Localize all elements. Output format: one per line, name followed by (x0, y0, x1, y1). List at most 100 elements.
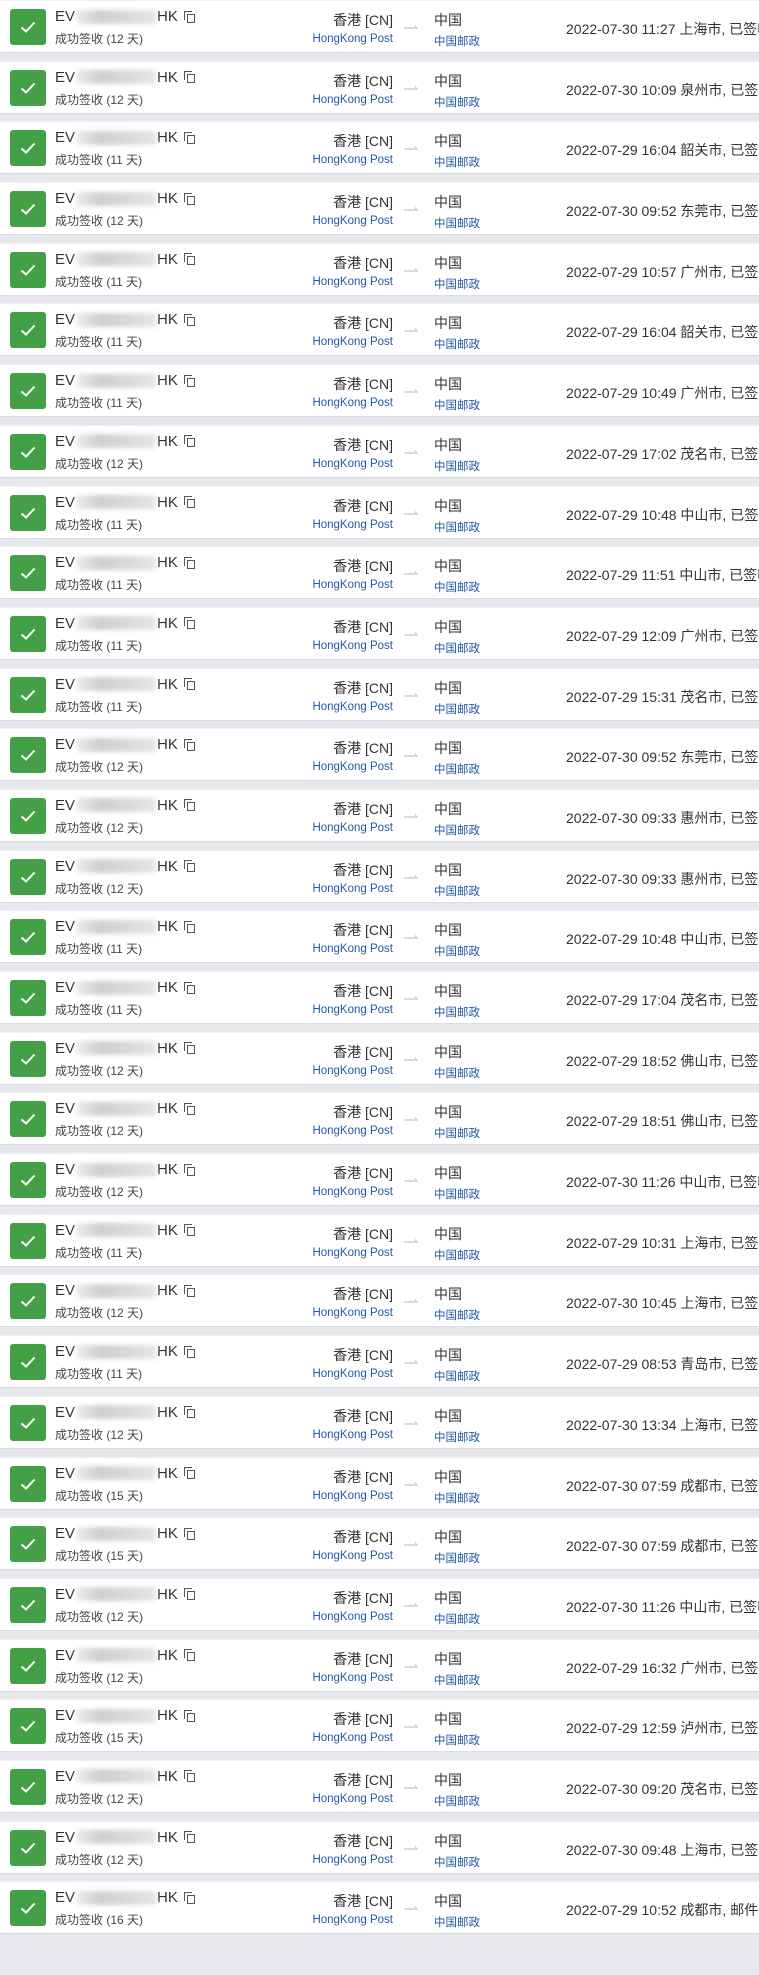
copy-icon[interactable] (183, 1649, 195, 1662)
shipment-row[interactable]: EV HK 成功签收 (12 天) 香港 [CN] HongKong Post … (0, 1759, 759, 1813)
copy-icon[interactable] (183, 981, 195, 994)
tracking-number[interactable]: EV HK (55, 494, 195, 511)
copy-icon[interactable] (183, 374, 195, 387)
copy-icon[interactable] (183, 1527, 195, 1540)
tracking-number[interactable]: EV HK (55, 1465, 195, 1482)
copy-icon[interactable] (183, 617, 195, 630)
shipment-row[interactable]: EV HK 成功签收 (11 天) 香港 [CN] HongKong Post … (0, 606, 759, 660)
destination-carrier-link[interactable]: 中国邮政 (434, 36, 480, 48)
shipment-row[interactable]: EV HK 成功签收 (12 天) 香港 [CN] HongKong Post … (0, 182, 759, 236)
shipment-row[interactable]: EV HK 成功签收 (11 天) 香港 [CN] HongKong Post … (0, 121, 759, 175)
copy-icon[interactable] (183, 1588, 195, 1601)
shipment-row[interactable]: EV HK 成功签收 (12 天) 香港 [CN] HongKong Post … (0, 1092, 759, 1146)
shipment-row[interactable]: EV HK 成功签收 (15 天) 香港 [CN] HongKong Post … (0, 1456, 759, 1510)
origin-carrier-link[interactable]: HongKong Post (312, 1064, 393, 1077)
origin-carrier-link[interactable]: HongKong Post (312, 882, 393, 895)
origin-carrier-link[interactable]: HongKong Post (312, 1732, 393, 1745)
destination-carrier-link[interactable]: 中国邮政 (434, 1735, 480, 1748)
tracking-number[interactable]: EV HK (55, 251, 195, 268)
tracking-number[interactable]: EV HK (55, 1889, 195, 1906)
tracking-number[interactable]: EV HK (55, 311, 195, 328)
copy-icon[interactable] (183, 799, 195, 812)
destination-carrier-link[interactable]: 中国邮政 (434, 1431, 480, 1444)
copy-icon[interactable] (183, 1831, 195, 1844)
copy-icon[interactable] (183, 1042, 195, 1055)
tracking-number[interactable]: EV HK (55, 676, 195, 693)
copy-icon[interactable] (183, 10, 195, 23)
copy-icon[interactable] (183, 131, 195, 144)
copy-icon[interactable] (183, 1102, 195, 1115)
origin-carrier-link[interactable]: HongKong Post (312, 1186, 393, 1199)
tracking-number[interactable]: EV HK (55, 1829, 195, 1846)
shipment-row[interactable]: EV HK 成功签收 (11 天) 香港 [CN] HongKong Post … (0, 1213, 759, 1267)
tracking-number[interactable]: EV HK (55, 979, 195, 996)
origin-carrier-link[interactable]: HongKong Post (312, 1914, 393, 1927)
origin-carrier-link[interactable]: HongKong Post (312, 336, 393, 349)
copy-icon[interactable] (183, 860, 195, 873)
origin-carrier-link[interactable]: HongKong Post (312, 1550, 393, 1563)
copy-icon[interactable] (183, 920, 195, 933)
shipment-row[interactable]: EV HK 成功签收 (12 天) 香港 [CN] HongKong Post … (0, 1820, 759, 1874)
origin-carrier-link[interactable]: HongKong Post (312, 639, 393, 652)
shipment-row[interactable]: EV HK 成功签收 (12 天) 香港 [CN] HongKong Post … (0, 849, 759, 903)
tracking-number[interactable]: EV HK (55, 554, 195, 571)
destination-carrier-link[interactable]: 中国邮政 (434, 1856, 480, 1869)
destination-carrier-link[interactable]: 中国邮政 (434, 1128, 480, 1141)
copy-icon[interactable] (183, 1709, 195, 1722)
destination-carrier-link[interactable]: 中国邮政 (434, 1371, 480, 1384)
origin-carrier-link[interactable]: HongKong Post (312, 1307, 393, 1320)
destination-carrier-link[interactable]: 中国邮政 (434, 885, 480, 898)
tracking-number[interactable]: EV HK (55, 1586, 195, 1603)
copy-icon[interactable] (183, 192, 195, 205)
tracking-number[interactable]: EV HK (55, 1707, 195, 1724)
tracking-number[interactable]: EV HK (55, 1525, 195, 1542)
origin-carrier-link[interactable]: HongKong Post (312, 1489, 393, 1502)
copy-icon[interactable] (183, 435, 195, 448)
origin-carrier-link[interactable]: HongKong Post (312, 1610, 393, 1623)
destination-carrier-link[interactable]: 中国邮政 (434, 460, 480, 473)
copy-icon[interactable] (183, 71, 195, 84)
destination-carrier-link[interactable]: 中国邮政 (434, 1492, 480, 1505)
destination-carrier-link[interactable]: 中国邮政 (434, 1553, 480, 1566)
copy-icon[interactable] (183, 1467, 195, 1479)
tracking-number[interactable]: EV HK (55, 858, 195, 875)
destination-carrier-link[interactable]: 中国邮政 (434, 1795, 480, 1808)
destination-carrier-link[interactable]: 中国邮政 (434, 157, 480, 170)
tracking-number[interactable]: EV HK (55, 1100, 195, 1117)
destination-carrier-link[interactable]: 中国邮政 (434, 824, 480, 837)
tracking-number[interactable]: EV HK (55, 372, 195, 389)
destination-carrier-link[interactable]: 中国邮政 (434, 1917, 480, 1930)
destination-carrier-link[interactable]: 中国邮政 (434, 1674, 480, 1687)
shipment-row[interactable]: EV HK 成功签收 (12 天) 香港 [CN] HongKong Post … (0, 424, 759, 478)
destination-carrier-link[interactable]: 中国邮政 (434, 946, 480, 959)
destination-carrier-link[interactable]: 中国邮政 (434, 1067, 480, 1080)
shipment-row[interactable]: EV HK 成功签收 (12 天) 香港 [CN] HongKong Post … (0, 1638, 759, 1692)
shipment-row[interactable]: EV HK 成功签收 (11 天) 香港 [CN] HongKong Post … (0, 303, 759, 357)
shipment-row[interactable]: EV HK 成功签收 (11 天) 香港 [CN] HongKong Post … (0, 971, 759, 1024)
origin-carrier-link[interactable]: HongKong Post (312, 154, 393, 167)
copy-icon[interactable] (183, 1345, 195, 1358)
destination-carrier-link[interactable]: 中国邮政 (434, 96, 480, 109)
copy-icon[interactable] (183, 1770, 195, 1783)
tracking-number[interactable]: EV HK (55, 1768, 195, 1785)
shipment-row[interactable]: EV HK 成功签收 (11 天) 香港 [CN] HongKong Post … (0, 1335, 759, 1389)
shipment-row[interactable]: EV HK 成功签收 (12 天) 香港 [CN] HongKong Post … (0, 1031, 759, 1085)
destination-carrier-link[interactable]: 中国邮政 (434, 1007, 480, 1019)
tracking-number[interactable]: EV HK (55, 1040, 195, 1057)
copy-icon[interactable] (183, 496, 195, 508)
shipment-row[interactable]: EV HK 成功签收 (12 天) 香港 [CN] HongKong Post … (0, 1577, 759, 1631)
shipment-row[interactable]: EV HK 成功签收 (15 天) 香港 [CN] HongKong Post … (0, 1699, 759, 1753)
shipment-row[interactable]: EV HK 成功签收 (11 天) 香港 [CN] HongKong Post … (0, 364, 759, 418)
shipment-row[interactable]: EV HK 成功签收 (12 天) 香港 [CN] HongKong Post … (0, 728, 759, 782)
tracking-number[interactable]: EV HK (55, 918, 195, 935)
copy-icon[interactable] (183, 1163, 195, 1176)
origin-carrier-link[interactable]: HongKong Post (312, 579, 393, 592)
tracking-number[interactable]: EV HK (55, 433, 195, 450)
shipment-row[interactable]: EV HK 成功签收 (16 天) 香港 [CN] HongKong Post … (0, 1881, 759, 1935)
tracking-number[interactable]: EV HK (55, 615, 195, 632)
destination-carrier-link[interactable]: 中国邮政 (434, 218, 480, 231)
tracking-number[interactable]: EV HK (55, 190, 195, 207)
origin-carrier-link[interactable]: HongKong Post (312, 761, 393, 774)
copy-icon[interactable] (183, 1224, 195, 1237)
tracking-number[interactable]: EV HK (55, 1343, 195, 1360)
